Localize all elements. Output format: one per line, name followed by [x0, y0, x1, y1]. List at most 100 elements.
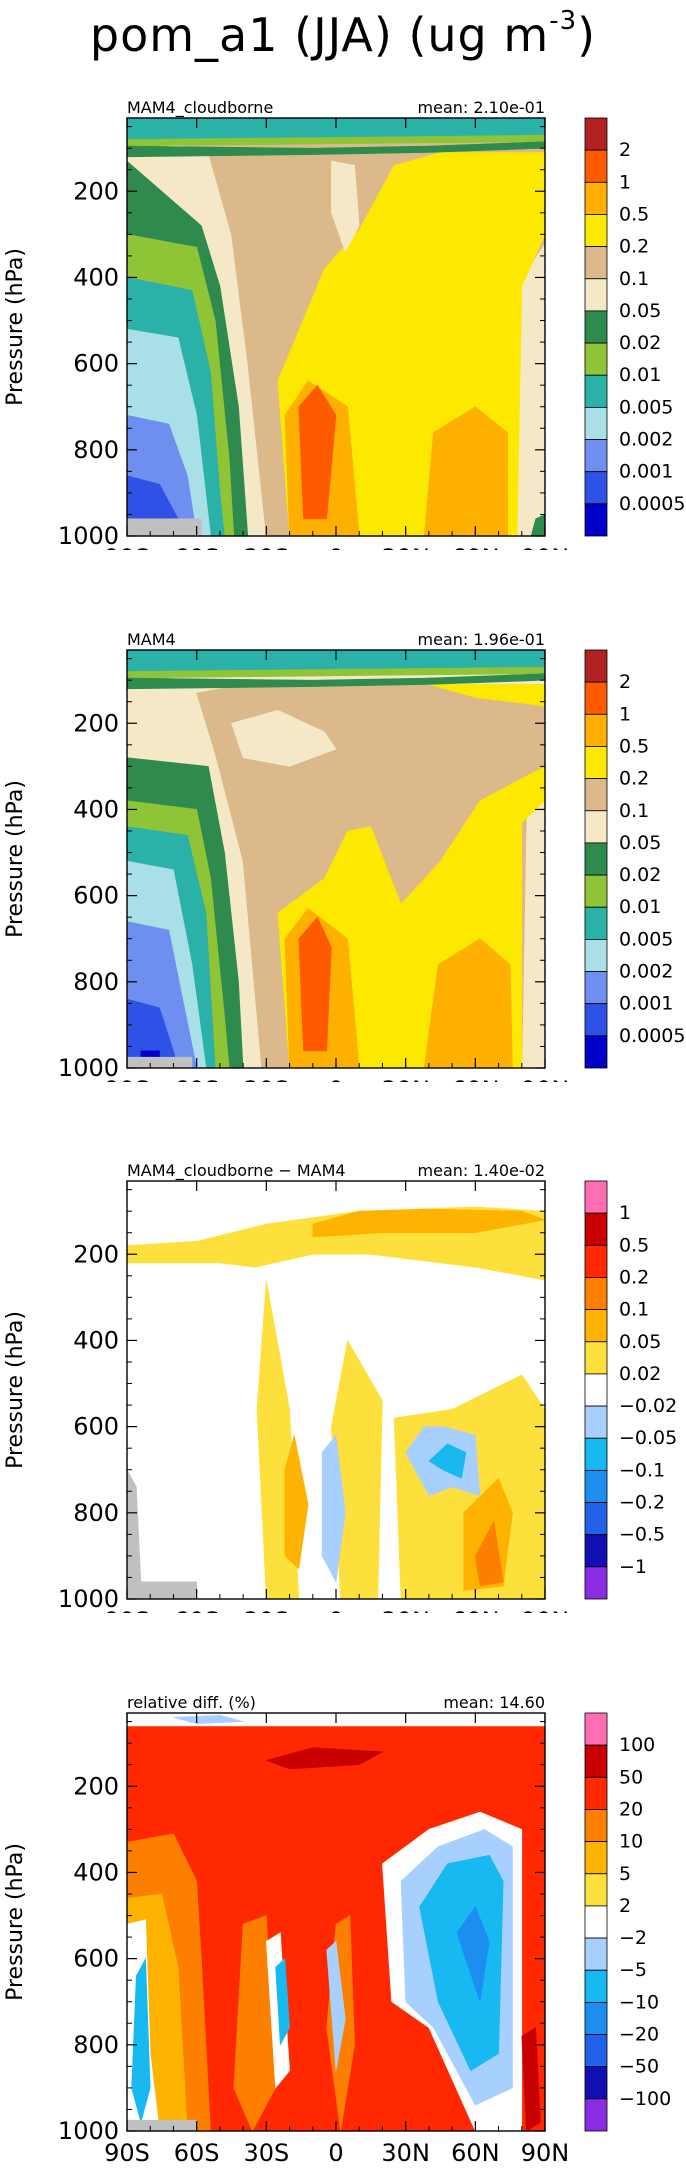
contour-region-17 [173, 1714, 244, 1725]
colorbar-label: 0.05 [619, 832, 661, 854]
colorbar-swatch-8 [584, 906, 608, 940]
x-tick-label: 30S [243, 2139, 289, 2165]
colorbar-swatch-0 [584, 649, 608, 683]
colorbar-label: 50 [619, 1766, 643, 1788]
colorbar-swatch-3 [584, 1809, 608, 1843]
colorbar-label: 2 [619, 139, 631, 161]
colorbar-swatch-12 [584, 1035, 608, 1069]
colorbar-swatch-11 [584, 1003, 608, 1037]
colorbar-label: 0.02 [619, 1363, 661, 1385]
contour-region-5 [233, 1915, 276, 2131]
panel-relative-difference: relative diff. (%) mean: 14.60 90S 60S 30S 0 3… [3, 1695, 671, 2165]
colorbar-label: 2 [619, 1895, 631, 1917]
y-tick-label: 400 [73, 795, 119, 823]
colorbar-label: 0.1 [619, 800, 649, 822]
y-tick-label: 200 [73, 709, 119, 737]
x-tick-label: 0 [328, 1607, 343, 1613]
colorbar-label: 0.2 [619, 236, 649, 258]
colorbar-swatch-2 [584, 1244, 608, 1278]
contour-region-2 [231, 709, 337, 767]
colorbar-swatch-12 [584, 2098, 608, 2132]
contour-region-15 [265, 1747, 384, 1770]
colorbar-swatch-5 [584, 1341, 608, 1375]
y-axis-title: Pressure (hPa) [3, 1311, 28, 1469]
colorbar-label: 0.01 [619, 364, 661, 386]
colorbar-swatch-7 [584, 1937, 608, 1971]
contour-fills [127, 1181, 545, 1599]
colorbar-swatch-2 [584, 713, 608, 747]
colorbar-swatch-0 [584, 117, 608, 151]
colorbar-label: 0.001 [619, 461, 673, 483]
y-tick-label: 400 [73, 1858, 119, 1886]
x-tick-label: 30N [381, 544, 430, 550]
colorbar-label: −20 [619, 2024, 659, 2046]
colorbar-label: −0.2 [619, 1492, 665, 1514]
y-tick-label: 1000 [58, 1585, 119, 1613]
contour-region-4 [331, 160, 360, 253]
colorbar-label: 0.2 [619, 1266, 649, 1288]
colorbar-label: −100 [619, 2088, 671, 2110]
panel-left-label: MAM4 [127, 632, 176, 649]
x-tick-label: 60S [174, 1076, 220, 1082]
y-tick-label: 200 [73, 1772, 119, 1800]
contour-fills [127, 1713, 545, 2131]
contour-region-18 [127, 134, 545, 147]
colorbar-swatch-4 [584, 246, 608, 280]
colorbar-swatch-2 [584, 1776, 608, 1810]
colorbar-swatch-1 [584, 1744, 608, 1778]
panel-right-label: mean: 1.96e-01 [418, 632, 545, 649]
contour-region-15 [127, 518, 202, 536]
x-tick-label: 60N [451, 1076, 500, 1082]
contour-region-16 [127, 650, 545, 672]
colorbar-swatch-5 [584, 810, 608, 844]
colorbar-label: 0.0005 [619, 493, 685, 515]
colorbar-swatch-3 [584, 746, 608, 780]
x-tick-label: 0 [328, 2139, 343, 2165]
x-tick-label: 60S [174, 2139, 220, 2165]
colorbar-swatch-4 [584, 778, 608, 812]
colorbar-label: 0.005 [619, 396, 673, 418]
y-tick-label: 800 [73, 436, 119, 464]
contour-region-7 [298, 916, 332, 1052]
x-tick-label: 60N [451, 544, 500, 550]
figure-title: pom_a1 (JJA) (ug m-3) [0, 6, 686, 62]
colorbar-swatch-5 [584, 1873, 608, 1907]
contour-region-11 [428, 1443, 467, 1479]
colorbar-swatch-1 [584, 1212, 608, 1246]
colorbar-swatch-4 [584, 1309, 608, 1343]
y-axis-title: Pressure (hPa) [3, 248, 28, 406]
contour-region-7 [275, 1957, 290, 2046]
colorbar-label: 0.02 [619, 864, 661, 886]
x-tick-label: 60N [451, 1607, 500, 1613]
contour-region-9 [326, 1940, 346, 2071]
contour-region-3 [463, 173, 545, 209]
panel-right-label: mean: 14.60 [443, 1695, 545, 1712]
y-tick-label: 200 [73, 1240, 119, 1268]
colorbar-label: 10 [619, 1831, 643, 1853]
colorbar-label: 0.05 [619, 300, 661, 322]
colorbar-label: −2 [619, 1927, 647, 1949]
y-tick-label: 600 [73, 1945, 119, 1973]
x-tick-label: 90S [104, 1607, 150, 1613]
colorbar-label: 0.1 [619, 268, 649, 290]
colorbar-label: 20 [619, 1798, 643, 1820]
x-tick-label: 60S [174, 1607, 220, 1613]
panel-absolute-difference: MAM4_cloudborne − MAM4 mean: 1.40e-02 90S 6… [3, 1163, 677, 1613]
colorbar-swatch-8 [584, 1437, 608, 1471]
contour-region-12 [127, 1469, 197, 1599]
x-tick-label: 60N [451, 2139, 500, 2165]
colorbar-label: 0.5 [619, 735, 649, 757]
colorbar-swatch-2 [584, 181, 608, 215]
colorbar-label: −0.5 [619, 1524, 665, 1546]
colorbar-label: 0.05 [619, 1331, 661, 1353]
y-tick-label: 600 [73, 350, 119, 378]
colorbar-swatch-3 [584, 1277, 608, 1311]
x-tick-label: 90S [104, 1076, 150, 1082]
x-tick-label: 90N [521, 1607, 570, 1613]
contour-region-19 [127, 141, 545, 158]
colorbar-label: 0.2 [619, 768, 649, 790]
colorbar-label: −10 [619, 1991, 659, 2013]
colorbar-swatch-3 [584, 214, 608, 248]
colorbar-swatch-11 [584, 1534, 608, 1568]
colorbar-label: 0.002 [619, 961, 673, 983]
